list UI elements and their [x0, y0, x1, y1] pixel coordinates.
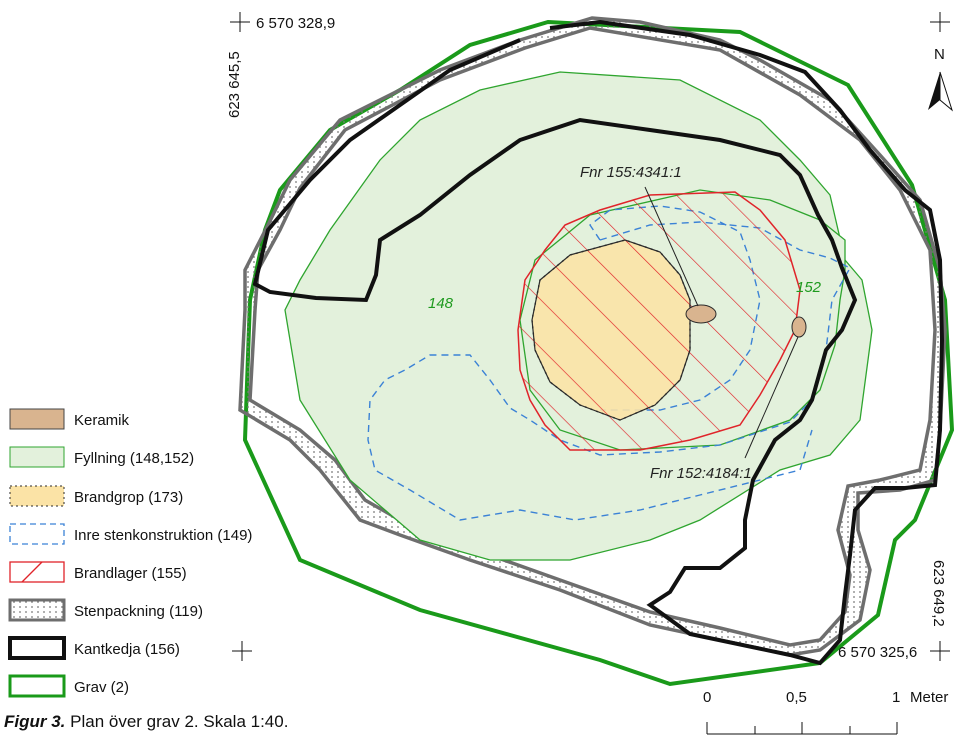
scale-tick-1: 1 — [892, 689, 900, 706]
coord-cross-top-left — [230, 12, 250, 32]
legend-label: Brandgrop (173) — [74, 489, 183, 506]
label-fill-152: 152 — [796, 279, 822, 296]
label-find-1: Fnr 155:4341:1 — [580, 164, 682, 181]
legend-item-keramik: Keramik — [9, 408, 130, 430]
scale-unit: Meter — [910, 689, 948, 706]
legend-item-inre: Inre stenkonstruktion (149) — [9, 523, 252, 545]
legend-item-kantkedja: Kantkedja (156) — [8, 636, 180, 660]
legend-label: Fyllning (148,152) — [74, 450, 194, 467]
legend-label: Keramik — [74, 412, 130, 429]
svg-text:N: N — [934, 46, 945, 63]
caption-text: Plan över grav 2. Skala 1:40. — [70, 712, 289, 731]
coord-cross-top-right — [930, 12, 950, 32]
scale-tick-0: 0 — [703, 689, 711, 706]
coord-bottom-northing: 6 570 325,6 — [838, 644, 917, 661]
label-fill-148: 148 — [428, 295, 454, 312]
keramik-find-2 — [791, 316, 807, 338]
leader-line-find-1 — [644, 186, 699, 307]
legend-label: Brandlager (155) — [74, 565, 187, 582]
legend-item-stenpackning: Stenpackning (119) — [8, 598, 203, 622]
legend-label: Inre stenkonstruktion (149) — [74, 527, 252, 544]
keramik-find-1 — [685, 304, 717, 324]
scale-tick-half: 0,5 — [786, 689, 807, 706]
scale-bar: 0 0,5 1 Meter — [703, 689, 948, 735]
brandgrop-hatch-overlay — [531, 239, 691, 421]
kantkedja-line — [252, 19, 945, 666]
caption-label: Figur 3. — [4, 712, 66, 731]
label-find-2: Fnr 152:4184:1 — [650, 465, 752, 482]
coord-cross-bottom-right — [930, 641, 950, 661]
north-arrow-icon: N — [928, 46, 953, 112]
legend-label: Kantkedja (156) — [74, 641, 180, 658]
legend-item-fyllning: Fyllning (148,152) — [9, 446, 194, 468]
legend-label: Grav (2) — [74, 679, 129, 696]
coord-bottom-easting: 623 649,2 — [930, 560, 947, 627]
legend-item-brandgrop: Brandgrop (173) — [9, 485, 183, 507]
coord-top-northing: 6 570 328,9 — [256, 15, 335, 32]
legend-label: Stenpackning (119) — [74, 603, 203, 620]
legend-item-grav: Grav (2) — [8, 674, 129, 698]
leader-line-find-2 — [744, 336, 799, 459]
figure-caption: Figur 3. Plan över grav 2. Skala 1:40. — [4, 712, 288, 732]
legend-item-brandlager: Brandlager (155) — [9, 561, 187, 583]
coord-cross-bottom-left — [232, 641, 252, 661]
legend: Keramik Fyllning (148,152) Brandgrop (17… — [8, 408, 252, 698]
coord-top-easting: 623 645,5 — [226, 51, 243, 118]
inre-stenkonstruktion-line — [367, 221, 851, 521]
